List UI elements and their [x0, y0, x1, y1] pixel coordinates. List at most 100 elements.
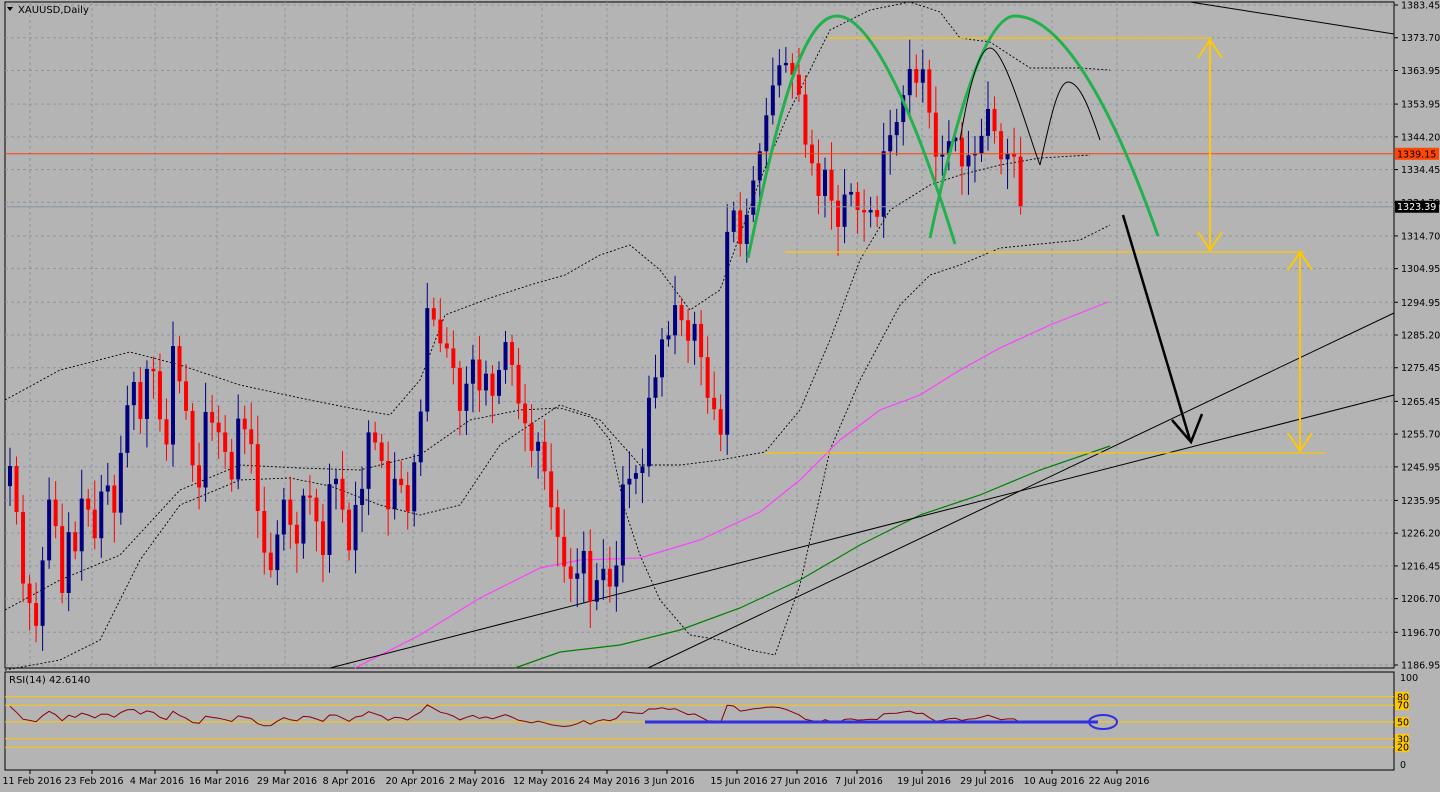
candle-body[interactable] [138, 382, 143, 419]
candle-body[interactable] [360, 488, 365, 505]
candle-body[interactable] [425, 308, 430, 412]
candle-body[interactable] [203, 411, 208, 488]
candle-body[interactable] [516, 364, 521, 404]
candle-body[interactable] [131, 382, 136, 406]
candle-body[interactable] [875, 210, 880, 217]
candle-body[interactable] [294, 524, 299, 544]
candle-body[interactable] [523, 403, 528, 424]
candle-body[interactable] [673, 305, 678, 336]
candle-body[interactable] [275, 534, 280, 571]
candle-body[interactable] [47, 499, 52, 561]
candle-body[interactable] [823, 169, 827, 196]
candle-body[interactable] [803, 94, 808, 145]
candle-body[interactable] [907, 68, 912, 96]
candle-body[interactable] [940, 154, 945, 157]
candle-body[interactable] [451, 348, 456, 368]
candle-body[interactable] [770, 85, 775, 116]
candle-body[interactable] [666, 335, 671, 340]
candle-body[interactable] [229, 451, 234, 480]
candle-body[interactable] [210, 411, 215, 423]
candle-body[interactable] [301, 495, 306, 544]
candle-body[interactable] [946, 141, 951, 155]
candle-body[interactable] [790, 62, 795, 75]
candle-body[interactable] [314, 497, 319, 522]
candle-body[interactable] [262, 511, 267, 553]
candle-body[interactable] [249, 429, 254, 445]
candle-body[interactable] [966, 155, 971, 167]
candle-body[interactable] [190, 410, 195, 466]
candle-body[interactable] [620, 484, 625, 566]
candle-body[interactable] [353, 504, 358, 551]
candle-body[interactable] [477, 359, 482, 391]
candle-body[interactable] [464, 383, 469, 411]
candle-body[interactable] [640, 466, 645, 474]
candle-body[interactable] [712, 397, 717, 410]
candle-body[interactable] [8, 465, 12, 487]
candle-body[interactable] [549, 471, 554, 508]
candle-body[interactable] [164, 419, 169, 445]
candle-body[interactable] [764, 115, 769, 152]
candle-body[interactable] [953, 137, 958, 142]
candle-body[interactable] [536, 441, 541, 451]
collapse-icon[interactable] [7, 7, 13, 11]
candle-body[interactable] [927, 69, 932, 113]
candle-body[interactable] [744, 214, 749, 244]
candle-body[interactable] [60, 526, 65, 593]
candle-body[interactable] [216, 422, 221, 433]
candle-body[interactable] [999, 131, 1004, 160]
candle-body[interactable] [829, 169, 834, 201]
candle-body[interactable] [27, 583, 32, 604]
candle-body[interactable] [405, 485, 410, 512]
candle-body[interactable] [575, 573, 580, 579]
candle-body[interactable] [334, 478, 338, 485]
candle-body[interactable] [686, 320, 691, 341]
candle-body[interactable] [796, 74, 801, 95]
candle-body[interactable] [418, 411, 423, 463]
candle-body[interactable] [320, 521, 325, 555]
candle-body[interactable] [34, 603, 39, 626]
candle-body[interactable] [373, 432, 378, 443]
candle-body[interactable] [542, 441, 547, 472]
candle-body[interactable] [177, 346, 182, 382]
candle-body[interactable] [412, 462, 417, 512]
candle-body[interactable] [894, 122, 899, 136]
candle-body[interactable] [992, 108, 997, 132]
candle-body[interactable] [862, 210, 867, 213]
candle-body[interactable] [53, 499, 58, 527]
candle-body[interactable] [1012, 153, 1017, 157]
candle-body[interactable] [705, 357, 710, 398]
candle-body[interactable] [888, 135, 893, 152]
candle-body[interactable] [470, 359, 475, 384]
candle-body[interactable] [497, 369, 501, 396]
candle-body[interactable] [340, 478, 345, 510]
candle-body[interactable] [868, 210, 873, 213]
candle-body[interactable] [40, 560, 45, 626]
candle-body[interactable] [842, 194, 847, 227]
candle-body[interactable] [118, 452, 123, 513]
candle-body[interactable] [986, 108, 990, 136]
candle-body[interactable] [836, 200, 841, 227]
candle-body[interactable] [288, 499, 293, 525]
candle-body[interactable] [816, 163, 821, 196]
candle-body[interactable] [86, 498, 91, 510]
candle-body[interactable] [236, 418, 241, 480]
candle-body[interactable] [79, 498, 84, 552]
candle-body[interactable] [783, 62, 788, 66]
candle-body[interactable] [112, 485, 117, 513]
candle-body[interactable] [933, 112, 938, 157]
candle-body[interactable] [483, 373, 488, 391]
candle-body[interactable] [855, 191, 860, 211]
candle-body[interactable] [699, 323, 704, 358]
candle-body[interactable] [268, 552, 273, 571]
candle-body[interactable] [581, 550, 586, 574]
candle-body[interactable] [14, 465, 19, 513]
candle-body[interactable] [347, 509, 352, 551]
candle-body[interactable] [73, 532, 78, 552]
candle-body[interactable] [99, 491, 104, 539]
candle-body[interactable] [607, 568, 612, 587]
candle-body[interactable] [490, 373, 495, 396]
candle-body[interactable] [503, 342, 508, 370]
candle-body[interactable] [914, 68, 919, 83]
candle-body[interactable] [197, 465, 202, 488]
